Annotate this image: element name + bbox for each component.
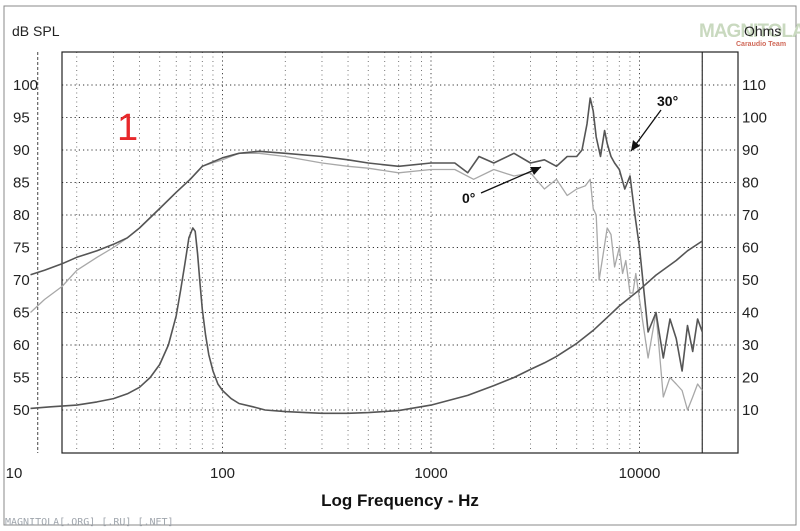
annotation-arrow-0deg bbox=[480, 166, 542, 194]
y-tick-label: 60 bbox=[13, 337, 30, 354]
annotation-30deg: 30° bbox=[630, 93, 678, 152]
x-tick-label: 10000 bbox=[619, 465, 661, 482]
y-tick-label: 50 bbox=[13, 402, 30, 419]
y2-tick-label: 110 bbox=[742, 77, 766, 94]
y2-tick-label: 10 bbox=[742, 402, 759, 419]
annotation-label-0deg: 0° bbox=[462, 190, 475, 206]
y-tick-label: 55 bbox=[13, 370, 30, 387]
y-tick-label: 90 bbox=[13, 142, 30, 159]
y2-tick-label: 30 bbox=[742, 337, 759, 354]
y2-tick-label: 40 bbox=[742, 305, 759, 322]
panel-number: 1 bbox=[117, 107, 138, 149]
y-tick-label: 70 bbox=[13, 272, 30, 289]
y-tick-label: 75 bbox=[13, 240, 30, 257]
x-tick-label: 1000 bbox=[414, 465, 447, 482]
tick-labels: 50 55 60 65 70 75 80 85 90 95 100 10 20 30 40 50 60 70 80 9… bbox=[6, 77, 767, 482]
y2-tick-label: 20 bbox=[742, 370, 759, 387]
y2-tick-label: 90 bbox=[742, 142, 759, 159]
y2-axis-label: Ohms bbox=[744, 23, 781, 39]
annotation-arrowhead-30deg bbox=[631, 140, 640, 151]
y-tick-label: 100 bbox=[13, 77, 38, 94]
series-line-impedance bbox=[30, 227, 703, 415]
chart-frame bbox=[3, 5, 797, 526]
y-tick-label: 80 bbox=[13, 207, 30, 224]
logo-subtext: Caraudio Team bbox=[736, 41, 786, 48]
footer-watermark: MAGNITOLA[.ORG] [.RU] [.NET] bbox=[5, 517, 174, 528]
plot-area bbox=[61, 51, 739, 454]
series-line-0deg bbox=[30, 152, 703, 411]
y2-tick-label: 60 bbox=[742, 240, 759, 257]
y-tick-label: 65 bbox=[13, 305, 30, 322]
y-tick-label: 85 bbox=[13, 175, 30, 192]
series-line-30deg bbox=[30, 97, 704, 372]
y2-tick-label: 50 bbox=[742, 272, 759, 289]
x-axis-label: Log Frequency - Hz bbox=[321, 491, 479, 510]
grid bbox=[37, 52, 738, 453]
annotation-arrowhead-0deg bbox=[530, 167, 541, 175]
y-axis-label: dB SPL bbox=[12, 23, 60, 39]
annotation-0deg: 0° bbox=[462, 166, 542, 206]
series-layer bbox=[30, 97, 704, 415]
x-tick-label: 100 bbox=[210, 465, 235, 482]
y2-tick-label: 80 bbox=[742, 175, 759, 192]
logo-text: MAGNITOLA bbox=[699, 21, 800, 42]
x-tick-label: 10 bbox=[6, 465, 23, 482]
y-tick-label: 95 bbox=[13, 110, 30, 127]
logo-watermark: MAGNITOLA Caraudio Team bbox=[699, 21, 800, 48]
y2-tick-label: 100 bbox=[742, 110, 767, 127]
annotation-label-30deg: 30° bbox=[657, 93, 678, 109]
y2-tick-label: 70 bbox=[742, 207, 759, 224]
